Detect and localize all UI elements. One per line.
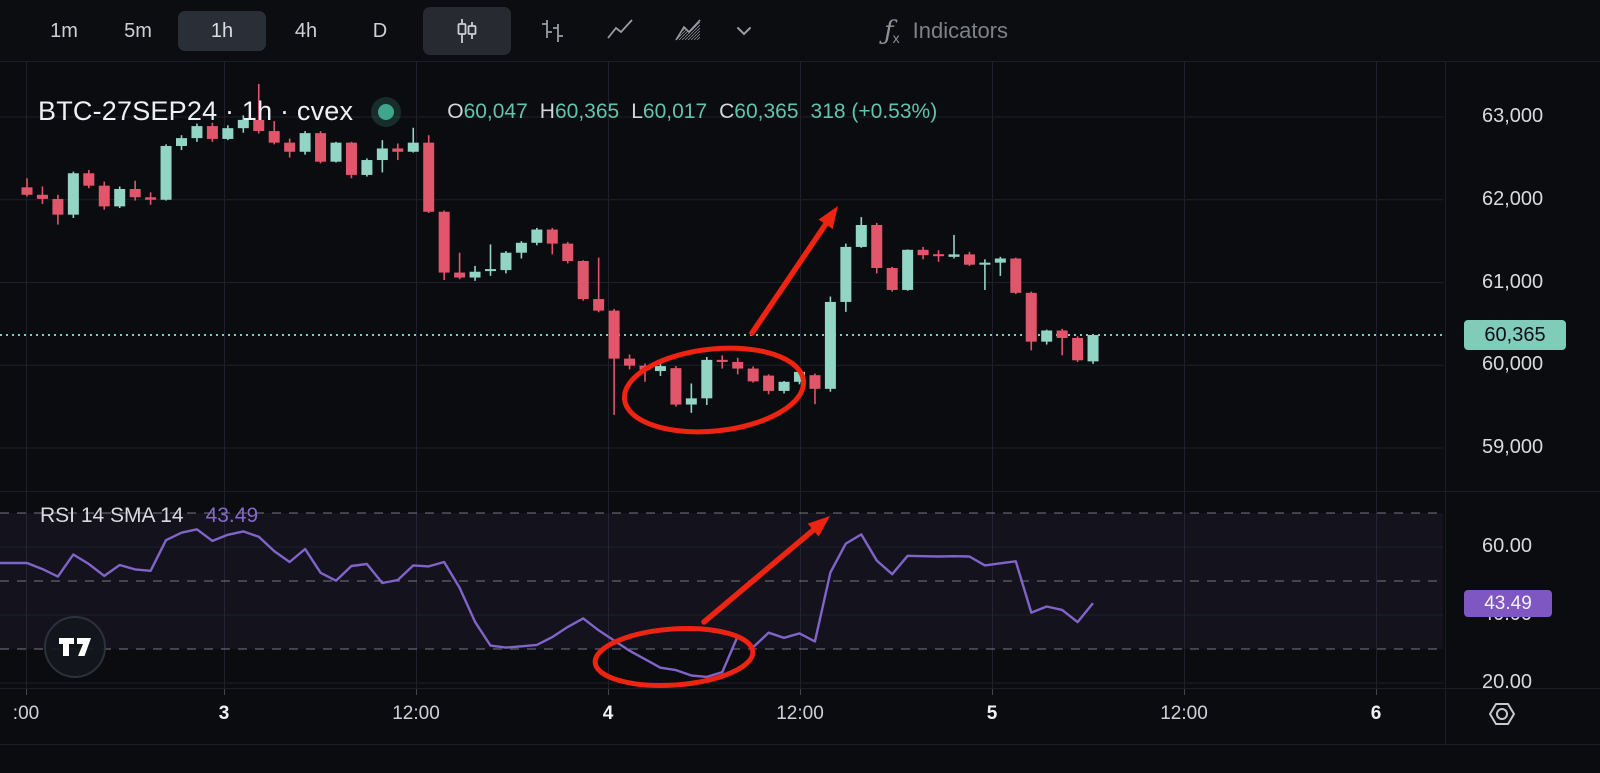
bars-style-button[interactable]	[525, 7, 579, 55]
time-axis-label: 12:00	[776, 703, 824, 724]
price-axis-label: 60,000	[1482, 353, 1544, 376]
symbol-title[interactable]: BTC-27SEP24 · 1h · cvex	[38, 96, 354, 126]
tf-button-d[interactable]: D	[372, 19, 388, 42]
rsi-value-badge: 43.49	[1464, 590, 1552, 618]
market-status-dot[interactable]	[371, 96, 402, 127]
axis-border	[1445, 62, 1446, 744]
tf-button-1h[interactable]: 1h	[178, 11, 266, 51]
chart-style-group	[423, 0, 759, 62]
fx-icon: ƒx	[884, 16, 900, 46]
tradingview-logo[interactable]	[44, 616, 106, 678]
price-axis-label: 59,000	[1482, 436, 1544, 458]
time-axis-label: 3	[218, 703, 230, 724]
tf-button-4h[interactable]: 4h	[294, 19, 318, 42]
price-axis-label: 63,000	[1482, 105, 1544, 127]
rsi-axis-label: 20.00	[1482, 671, 1533, 693]
candlestick-style-button[interactable]	[423, 7, 511, 55]
time-axis-label: 12:00	[1160, 703, 1208, 724]
time-axis-label: 5	[986, 703, 998, 724]
rsi-axis-label: 60.00	[1482, 535, 1533, 557]
indicators-label: Indicators	[912, 18, 1009, 43]
axis-top-divider	[0, 688, 1600, 689]
time-axis-label: 4	[602, 703, 614, 724]
top-toolbar: 1m 5m 1h 4h D	[0, 0, 1600, 62]
style-chevron-down-icon[interactable]	[729, 25, 759, 37]
toolbar-divider	[0, 61, 1600, 62]
change-readout: 318 (+0.53%)	[810, 99, 938, 123]
bars-icon	[542, 20, 563, 42]
line-style-button[interactable]	[593, 7, 647, 55]
tf-button-1m[interactable]: 1m	[50, 19, 78, 42]
tradingview-icon	[59, 638, 91, 656]
time-axis-label: 6	[1370, 703, 1382, 724]
gear-icon[interactable]	[1486, 698, 1518, 730]
rsi-legend: RSI 14 SMA 14 43.49	[40, 504, 258, 528]
candlestick-icon	[457, 19, 477, 43]
rsi-value: 43.49	[205, 504, 259, 527]
area-chart-icon	[675, 19, 701, 41]
symbol-legend: BTC-27SEP24 · 1h · cvex O 60,047 H 60,365 …	[38, 96, 937, 127]
rsi-line	[0, 528, 1094, 679]
pane-divider	[0, 491, 1600, 492]
current-price-badge: 60,365	[1464, 320, 1566, 351]
timeframe-group: 1m 5m 1h 4h D	[30, 0, 450, 62]
tf-button-5m[interactable]: 5m	[124, 19, 152, 42]
indicators-button[interactable]: ƒx Indicators	[884, 0, 1008, 62]
time-axis-label: 12:00	[392, 703, 440, 724]
rsi-title[interactable]: RSI 14 SMA 14	[40, 504, 184, 527]
candles	[21, 83, 1099, 415]
axis-bottom-divider	[0, 744, 1600, 745]
ohlc-readout: O 60,047 H 60,365 L 60,017 C 60,365 318 (+0.…	[447, 99, 938, 123]
line-chart-icon	[607, 19, 633, 39]
time-axis-label: :00	[12, 703, 40, 724]
price-axis-label: 61,000	[1482, 270, 1544, 293]
price-axis-label: 62,000	[1482, 187, 1544, 210]
drawing-annotations	[592, 206, 838, 688]
area-style-button[interactable]	[661, 7, 715, 55]
